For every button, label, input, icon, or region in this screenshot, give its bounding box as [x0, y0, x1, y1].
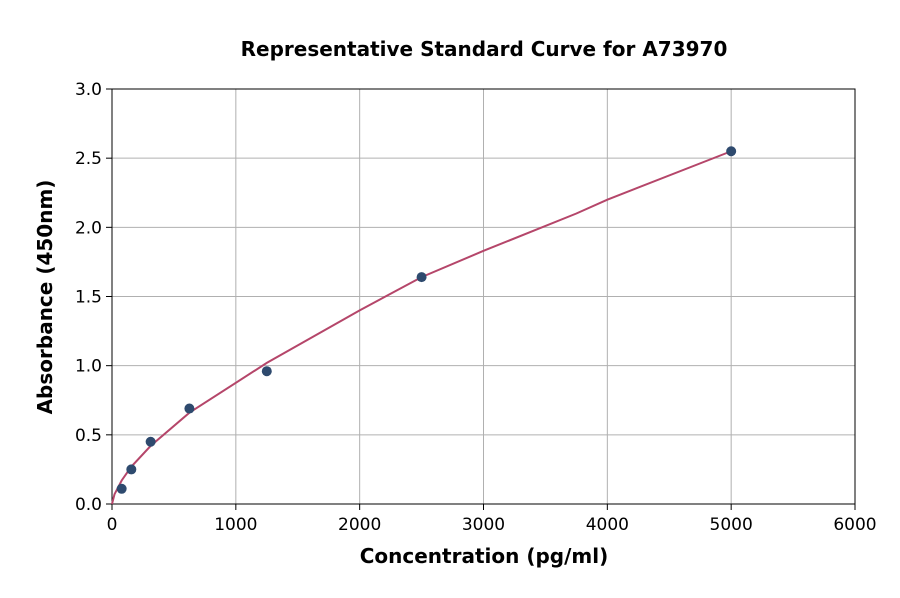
x-tick-label: 6000: [833, 515, 876, 535]
data-point: [116, 483, 127, 494]
y-tick-label: 1.0: [75, 357, 102, 377]
x-tick-label: 0: [107, 515, 118, 535]
y-tick-label: 1.5: [75, 288, 102, 308]
data-point: [184, 403, 195, 414]
y-tick-label: 2.5: [75, 149, 102, 169]
x-tick-label: 2000: [338, 515, 381, 535]
data-point: [416, 272, 427, 283]
data-point: [261, 366, 272, 377]
y-tick-label: 3.0: [75, 80, 102, 100]
x-tick-label: 3000: [462, 515, 505, 535]
x-axis-label: Concentration (pg/ml): [360, 544, 609, 568]
data-point: [726, 146, 737, 157]
x-tick-label: 5000: [710, 515, 753, 535]
data-point: [126, 464, 137, 475]
x-tick-label: 1000: [214, 515, 257, 535]
chart-title: Representative Standard Curve for A73970: [241, 37, 728, 61]
fit-curve: [111, 150, 732, 505]
data-point: [145, 436, 156, 447]
x-tick-label: 4000: [586, 515, 629, 535]
y-tick-label: 0.5: [75, 426, 102, 446]
plot-frame: [111, 88, 856, 505]
y-axis-label: Absorbance (450nm): [33, 180, 57, 415]
y-tick-label: 0.0: [75, 495, 102, 515]
y-tick-label: 2.0: [75, 218, 102, 238]
